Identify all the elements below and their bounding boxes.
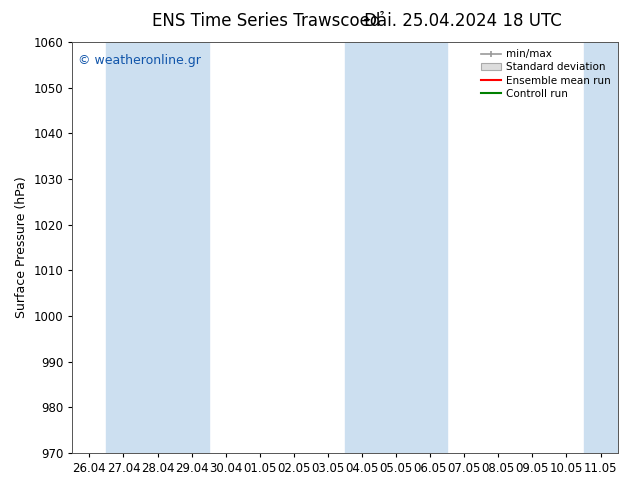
- Y-axis label: Surface Pressure (hPa): Surface Pressure (hPa): [15, 176, 28, 318]
- Bar: [583, 42, 634, 453]
- Text: © weatheronline.gr: © weatheronline.gr: [78, 54, 201, 68]
- Text: Đải. 25.04.2024 18 UTC: Đải. 25.04.2024 18 UTC: [364, 12, 562, 30]
- Bar: [345, 42, 447, 453]
- Bar: [107, 42, 209, 453]
- Legend: min/max, Standard deviation, Ensemble mean run, Controll run: min/max, Standard deviation, Ensemble me…: [479, 47, 612, 101]
- Text: ENS Time Series Trawscoed: ENS Time Series Trawscoed: [152, 12, 380, 30]
